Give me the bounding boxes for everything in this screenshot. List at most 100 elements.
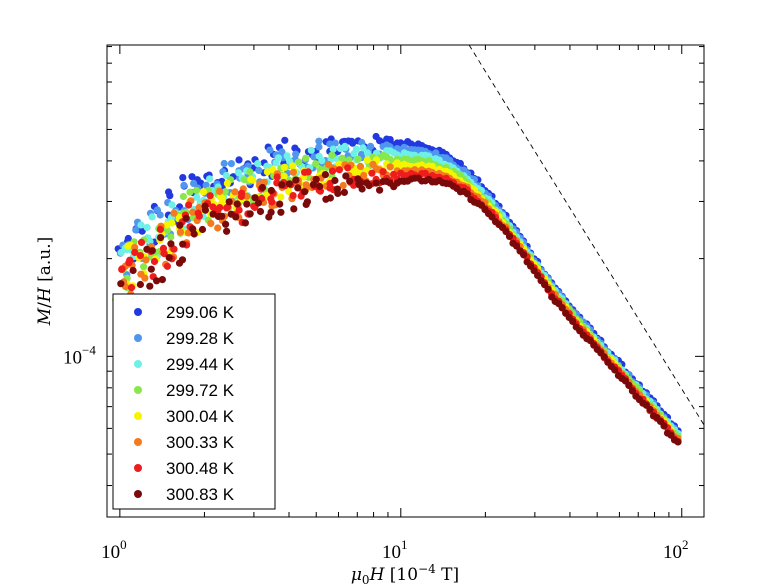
- legend-label: 299.06 K: [166, 303, 235, 322]
- data-point: [283, 152, 291, 160]
- data-point: [156, 225, 164, 233]
- data-point: [126, 256, 134, 264]
- data-point: [646, 405, 654, 414]
- legend-label: 299.44 K: [166, 355, 235, 374]
- data-point: [256, 207, 265, 216]
- data-point: [628, 387, 637, 395]
- data-point: [163, 226, 171, 234]
- data-point: [379, 168, 387, 176]
- data-point: [131, 248, 139, 256]
- data-point: [137, 238, 146, 246]
- data-point: [168, 219, 176, 227]
- data-point: [176, 221, 184, 229]
- data-point: [190, 230, 198, 238]
- data-point: [136, 280, 144, 289]
- data-point: [221, 188, 229, 196]
- data-point: [302, 181, 310, 189]
- data-point: [158, 276, 166, 284]
- data-point: [329, 145, 337, 153]
- data-point: [331, 139, 339, 147]
- data-point: [360, 171, 368, 180]
- data-point: [363, 156, 371, 164]
- data-point: [170, 209, 178, 217]
- data-point: [150, 257, 159, 266]
- data-point: [222, 220, 230, 228]
- data-point: [201, 202, 209, 210]
- data-point: [235, 206, 243, 214]
- legend: 299.06 K 299.28 K 299.44 K 299.72 K 300.04 K…: [112, 293, 276, 510]
- data-point: [326, 140, 334, 148]
- data-point: [188, 173, 196, 181]
- data-point: [255, 166, 263, 174]
- data-point: [280, 163, 288, 171]
- tick-labels: 100 101 102 10−4: [63, 342, 689, 563]
- data-point: [124, 234, 132, 243]
- data-point: [186, 188, 194, 196]
- data-point: [301, 188, 309, 196]
- data-point: [147, 265, 155, 273]
- data-point: [326, 194, 334, 202]
- data-point: [266, 146, 274, 154]
- legend-label: 299.28 K: [166, 329, 235, 348]
- data-point: [192, 187, 201, 195]
- data-point: [340, 188, 348, 196]
- data-point: [349, 139, 357, 147]
- data-point: [660, 422, 668, 430]
- data-point: [218, 212, 226, 220]
- data-point: [163, 262, 171, 270]
- data-point: [190, 179, 198, 187]
- data-point: [386, 163, 394, 171]
- data-point: [185, 201, 193, 209]
- legend-label: 300.33 K: [166, 433, 235, 452]
- data-point: [310, 153, 318, 161]
- data-point: [170, 245, 178, 253]
- data-point: [246, 210, 254, 218]
- data-point: [277, 193, 285, 201]
- power-law-reference-line: [468, 44, 705, 426]
- data-point: [214, 224, 222, 232]
- legend-item: 300.33 K: [134, 433, 235, 452]
- data-point: [140, 263, 148, 271]
- data-point: [263, 168, 271, 176]
- data-point: [258, 183, 267, 192]
- data-point: [321, 171, 329, 179]
- data-points-layer: [112, 132, 682, 446]
- data-point: [307, 146, 315, 154]
- data-point: [167, 240, 175, 248]
- data-point: [289, 162, 297, 170]
- x-tick-label: 100: [101, 537, 126, 563]
- data-point: [342, 172, 350, 180]
- data-point: [195, 203, 203, 212]
- data-point: [309, 181, 317, 189]
- data-point: [318, 157, 326, 165]
- data-point: [254, 160, 262, 168]
- y-tick-label: 10−4: [63, 342, 96, 368]
- data-point: [234, 169, 243, 177]
- data-point: [376, 186, 384, 194]
- data-point: [290, 205, 298, 213]
- data-point: [292, 176, 300, 184]
- data-point: [223, 227, 231, 235]
- data-point: [179, 192, 187, 201]
- data-point: [118, 265, 126, 273]
- data-point: [193, 193, 201, 201]
- data-point: [346, 177, 354, 185]
- data-point: [148, 213, 156, 221]
- data-point: [251, 194, 259, 202]
- data-point: [335, 166, 343, 174]
- data-point: [254, 199, 263, 207]
- data-point: [273, 173, 281, 181]
- data-point: [141, 274, 149, 282]
- legend-marker: [134, 308, 142, 316]
- data-point: [372, 179, 380, 187]
- data-point: [339, 181, 347, 190]
- data-point: [159, 244, 168, 252]
- data-point: [272, 159, 280, 167]
- data-point: [127, 284, 136, 292]
- data-point: [277, 208, 285, 216]
- data-point: [328, 151, 336, 159]
- data-point: [166, 192, 174, 200]
- data-point: [544, 285, 552, 293]
- data-point: [153, 277, 161, 285]
